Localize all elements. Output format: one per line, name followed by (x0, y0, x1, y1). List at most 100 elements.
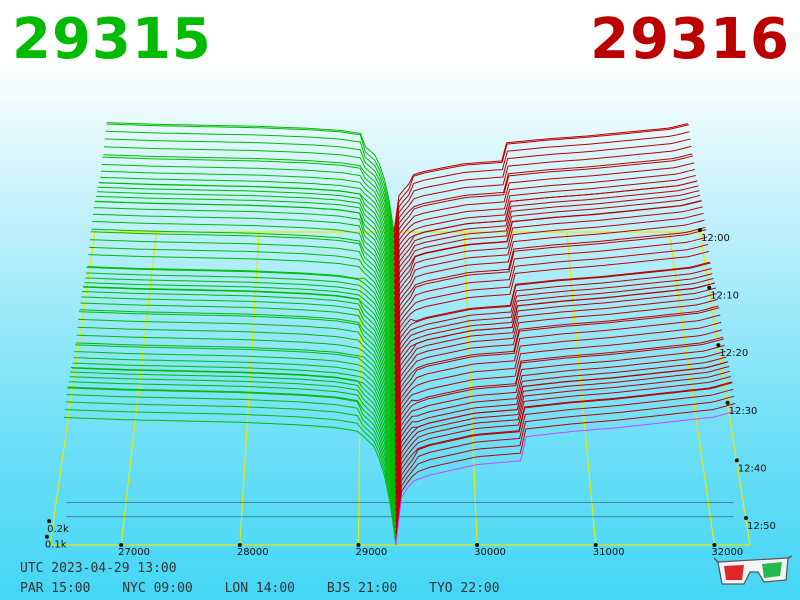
bid-depth-line (80, 302, 396, 426)
volume-tick (44, 534, 49, 539)
price-gridline (566, 231, 597, 546)
bid-depth-line (103, 146, 395, 255)
chart-axes (44, 228, 748, 547)
bid-depth-line (67, 386, 397, 517)
price-tick-label: 27000 (118, 547, 150, 558)
ask-depth-line (394, 321, 722, 449)
bid-depth-line (79, 309, 396, 432)
bid-price: 29315 (12, 7, 212, 72)
time-tick-label: 12:40 (738, 463, 767, 474)
volume-tick (47, 519, 52, 524)
bid-depth-line (92, 213, 396, 335)
bid-depth-line (82, 286, 396, 409)
ask-depth-line (394, 336, 724, 460)
bid-depth-line (66, 394, 397, 528)
ask-depth-line (394, 305, 719, 432)
ask-depth-line (395, 410, 737, 546)
ask-depth-line (394, 273, 713, 392)
price-gridline (239, 231, 260, 546)
bid-depth-line (64, 409, 397, 540)
3d-glasses-icon[interactable] (714, 554, 792, 588)
ask-depth-line (394, 314, 721, 443)
bid-depth-line (103, 154, 395, 261)
bid-depth-line (104, 138, 395, 250)
ask-price: 29316 (590, 7, 790, 72)
time-tick-label: 12:50 (747, 521, 776, 532)
ask-depth-line (394, 194, 701, 312)
bid-depth-line (89, 246, 396, 363)
time-tick (707, 285, 712, 290)
bid-depth-line (76, 334, 396, 454)
ask-depth-line (394, 293, 717, 420)
ask-depth-line (394, 250, 710, 369)
time-tick (698, 228, 702, 232)
time-tick-label: 12:30 (729, 406, 758, 417)
bid-depth-line (90, 231, 396, 352)
price-gridline (668, 231, 716, 546)
bid-depth-line (96, 191, 395, 307)
bid-depth-line (81, 291, 396, 415)
ask-depth-line (395, 388, 734, 528)
bid-depth-line (91, 228, 396, 346)
ask-depth-line (393, 185, 699, 301)
price-tick-label: 28000 (237, 547, 269, 558)
price-tick (475, 543, 480, 547)
bid-depth-line (73, 357, 396, 477)
ask-depth-line (395, 395, 735, 534)
ask-depth-line (395, 370, 731, 506)
utc-time: UTC 2023-04-29 13:00 (20, 561, 177, 576)
ask-depth-line (395, 381, 732, 517)
time-tick (716, 343, 721, 348)
ask-depth-line (394, 200, 703, 324)
ask-depth-line (394, 282, 716, 409)
bid-depth-line (100, 170, 395, 278)
bid-depth-line (74, 344, 396, 466)
time-tick (744, 515, 748, 520)
bid-depth-line (77, 326, 396, 449)
bid-depth-line (94, 201, 395, 324)
clock-beijing: BJS 21:00 (326, 581, 398, 596)
bid-depth-line (106, 123, 395, 238)
bid-depth-line (72, 362, 396, 483)
ask-depth-line (393, 153, 693, 261)
ask-depth-line (395, 361, 729, 494)
volume-tick-label: 0.2k (47, 524, 69, 535)
bid-depth-line (74, 351, 396, 472)
bid-depth-line (92, 221, 396, 341)
ask-depth-line (394, 212, 704, 335)
bid-depth-line (87, 266, 396, 375)
ask-depth-line (395, 376, 731, 511)
ask-depth-line (395, 350, 726, 477)
bid-depth-line (98, 182, 395, 295)
ask-depth-line (395, 366, 730, 500)
price-tick-label: 31000 (593, 547, 625, 558)
ask-depth-line (393, 180, 698, 295)
clock-new-york: NYC 09:00 (122, 581, 193, 596)
bid-depth-line (93, 207, 396, 329)
time-tick (725, 400, 730, 405)
ask-depth-line (393, 162, 695, 272)
ask-depth-line (394, 206, 703, 329)
ask-depth-line (393, 175, 696, 284)
bid-depth-line (102, 156, 395, 267)
ask-depth-line (394, 329, 723, 454)
time-tick-label: 12:10 (710, 291, 739, 302)
time-tick-label: 12:20 (719, 348, 748, 359)
bid-depth-line (107, 122, 395, 233)
bid-depth-line (78, 311, 396, 437)
ask-depth-line (393, 124, 689, 238)
ask-depth-line (394, 299, 718, 426)
bid-depth-line (86, 267, 396, 381)
bid-depth-line (101, 163, 395, 272)
ask-depth-line (395, 356, 727, 483)
chart-labels: 27000 28000 29000 30000 31000 32000 12:00 12:10… (45, 233, 776, 558)
ask-depth-line (395, 403, 736, 540)
bid-depth-line (84, 282, 396, 398)
price-tick (712, 543, 717, 547)
timezone-clocks: PAR 15:00 NYC 09:00 LON 14:00 BJS 21:00 … (20, 581, 524, 596)
price-tick-label: 32000 (711, 547, 743, 558)
ask-depth-line (393, 155, 694, 267)
clock-london: LON 14:00 (224, 581, 296, 596)
bid-depth-line (85, 277, 396, 392)
ask-depth-line (394, 227, 706, 346)
